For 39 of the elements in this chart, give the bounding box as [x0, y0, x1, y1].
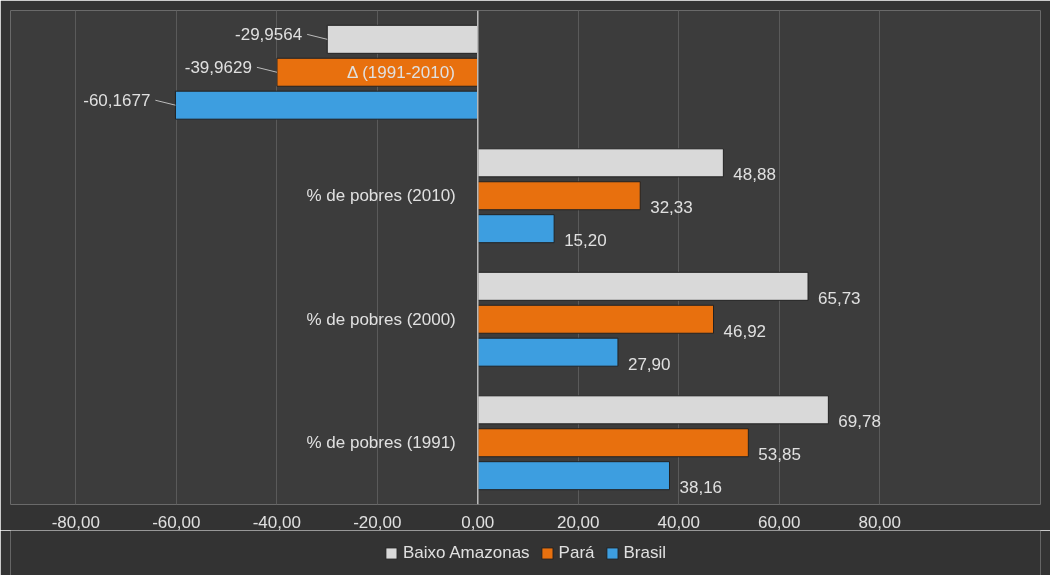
y-tick-label: % de pobres (2010): [306, 186, 456, 206]
bar: [477, 271, 809, 301]
x-tick-label: -20,00: [353, 512, 402, 532]
bar: [477, 181, 641, 211]
data-label: 15,20: [564, 231, 607, 251]
data-label: -29,9564: [235, 25, 303, 45]
y-tick-label: % de pobres (1991): [306, 433, 456, 453]
y-tick-label: % de pobres (2000): [306, 309, 456, 329]
x-tick-label: -80,00: [51, 512, 100, 532]
bar: [477, 461, 670, 491]
y-tick-label: Δ (1991-2010): [347, 62, 455, 82]
bar: [477, 428, 749, 458]
bar: [477, 214, 555, 244]
x-tick-label: 40,00: [657, 512, 701, 532]
data-label: 32,33: [650, 198, 693, 218]
data-label: 53,85: [758, 445, 801, 465]
data-label: 48,88: [733, 165, 776, 185]
data-label: 65,73: [818, 288, 861, 308]
legend-label: Brasil: [623, 542, 667, 563]
data-label: 69,78: [838, 412, 881, 432]
legend-label: Baixo Amazonas: [402, 542, 530, 563]
bar: [477, 395, 829, 425]
x-tick-label: 0,00: [461, 512, 495, 532]
data-label: 38,16: [679, 478, 723, 498]
bar: [174, 90, 479, 120]
data-label: 46,92: [723, 321, 767, 341]
x-tick-label: -40,00: [252, 512, 301, 532]
x-tick-label: 60,00: [757, 512, 801, 532]
data-label: 27,90: [627, 354, 671, 374]
bar: [477, 304, 715, 334]
bar: [477, 148, 724, 178]
bar: [326, 24, 479, 54]
bar: [477, 337, 619, 367]
x-tick-label: 20,00: [556, 512, 600, 532]
x-tick-label: -60,00: [152, 512, 201, 532]
x-tick-label: 80,00: [858, 512, 901, 532]
data-label: -39,9629: [184, 58, 252, 78]
legend-label: Pará: [558, 542, 595, 563]
data-label: -60,1677: [83, 91, 151, 111]
